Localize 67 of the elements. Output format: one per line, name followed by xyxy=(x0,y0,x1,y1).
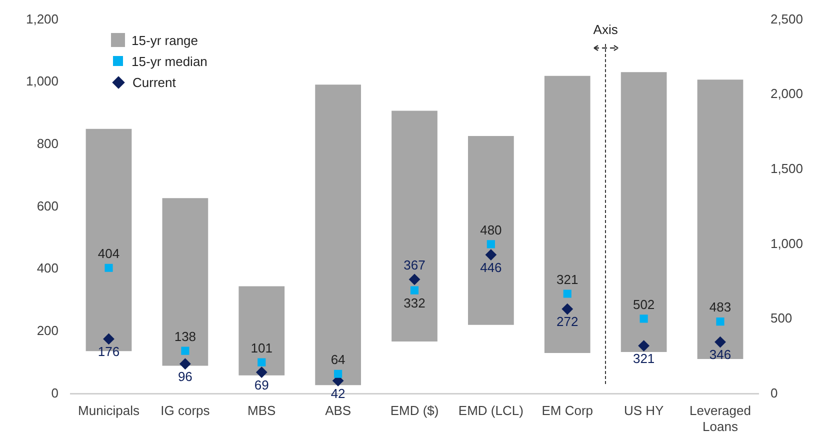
data-label: 346 xyxy=(709,347,732,362)
bar xyxy=(238,286,285,376)
y-tick-label: 200 xyxy=(36,323,59,338)
x-tick-label: EMD (LCL) xyxy=(458,403,524,418)
point xyxy=(258,358,266,366)
point xyxy=(334,370,342,378)
point xyxy=(486,240,495,248)
point xyxy=(180,358,191,370)
x-tick-label: EMD ($) xyxy=(390,403,439,418)
y-tick-label: 400 xyxy=(36,260,59,276)
point xyxy=(638,340,650,352)
data-label: 483 xyxy=(709,300,732,315)
point xyxy=(103,333,114,344)
data-label: 272 xyxy=(556,314,578,330)
bar xyxy=(315,84,361,386)
point xyxy=(563,290,572,298)
annotation: Axis xyxy=(593,22,618,37)
data-label: 69 xyxy=(254,377,269,392)
data-label: 367 xyxy=(404,257,426,272)
data-label: 502 xyxy=(632,296,655,312)
bar xyxy=(468,136,514,325)
point xyxy=(256,366,268,378)
data-label: 96 xyxy=(178,368,192,384)
y2-tick-label: 1,500 xyxy=(770,160,804,176)
y-tick-label: 1,000 xyxy=(26,74,59,89)
y-tick-label: 0 xyxy=(51,385,59,400)
x-tick-label: Leveraged Loans xyxy=(690,403,751,434)
x-tick-label: Municipals xyxy=(78,403,140,418)
bar xyxy=(162,198,208,366)
data-label: 321 xyxy=(632,350,655,366)
y2-tick-label: 2,500 xyxy=(770,11,804,26)
data-label: 404 xyxy=(98,246,120,261)
data-label: 101 xyxy=(250,340,272,356)
point xyxy=(716,318,724,326)
legend-label: 15-yr median xyxy=(132,54,208,69)
y2-tick-label: 0 xyxy=(770,385,778,400)
data-label: 176 xyxy=(98,344,120,360)
x-tick-label: EM Corp xyxy=(542,403,594,418)
x-tick-label: IG corps xyxy=(160,403,210,418)
y2-tick-label: 2,000 xyxy=(770,86,804,102)
point xyxy=(640,314,648,323)
point xyxy=(181,346,190,355)
y2-tick-label: 500 xyxy=(770,310,792,326)
x-tick-label: US HY xyxy=(624,403,664,418)
data-label: 138 xyxy=(174,328,196,344)
legend-label: 15-yr range xyxy=(132,32,198,48)
data-label: 64 xyxy=(330,352,346,367)
point xyxy=(485,249,496,260)
data-label: 332 xyxy=(404,295,426,310)
data-label: 480 xyxy=(480,222,502,238)
legend-label: Current xyxy=(132,74,176,90)
point xyxy=(104,264,113,272)
point xyxy=(409,274,420,285)
x-tick-label: ABS xyxy=(325,403,352,418)
point xyxy=(410,286,419,294)
point xyxy=(562,304,573,315)
y-tick-label: 1,200 xyxy=(26,11,59,26)
x-tick-label: MBS xyxy=(248,403,276,418)
y2-tick-label: 1,000 xyxy=(770,236,804,251)
bar xyxy=(544,76,590,353)
data-label: 42 xyxy=(330,386,346,401)
bar xyxy=(392,110,438,342)
y-tick-label: 600 xyxy=(36,198,59,214)
y-tick-label: 800 xyxy=(36,136,59,152)
data-label: 446 xyxy=(480,260,502,275)
data-label: 321 xyxy=(556,272,578,287)
point xyxy=(714,336,726,348)
